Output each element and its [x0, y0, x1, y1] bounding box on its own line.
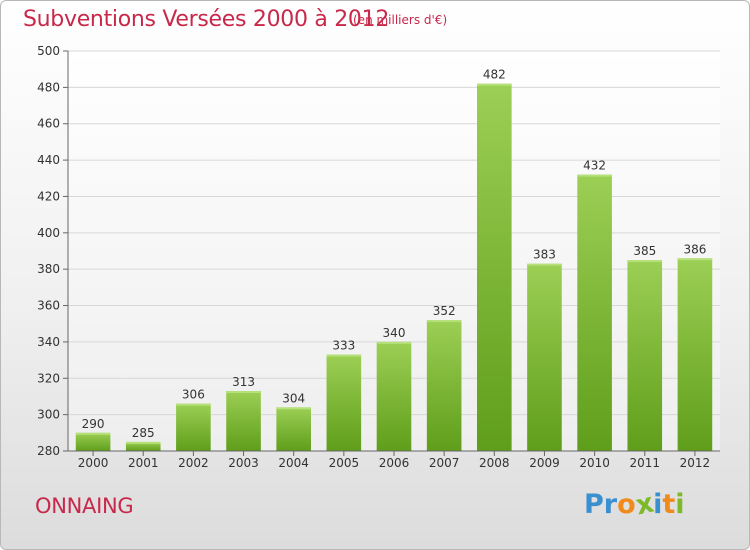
- logo-letter: t: [662, 489, 676, 520]
- logo-letter: o: [617, 489, 636, 520]
- x-tick-label: 2009: [529, 456, 560, 470]
- y-axis: 280 300 320 340 360 380 400 420 440 460 480 500: [37, 44, 69, 458]
- y-tick-label: 360: [37, 299, 60, 313]
- y-tick-label: 460: [37, 117, 60, 131]
- data-label-2009: 383: [533, 248, 556, 262]
- y-tick-label: 300: [37, 408, 60, 422]
- x-tick-label: 2001: [128, 456, 159, 470]
- x-axis: 2000 2001 2002 2003 2004 2005 2006 2007 2008 2009…: [68, 450, 720, 470]
- bar-2012: [677, 258, 713, 451]
- y-tick-label: 320: [37, 371, 60, 385]
- data-label-2000: 290: [82, 417, 105, 431]
- x-tick-label: 2011: [629, 456, 660, 470]
- y-tick-label: 380: [37, 262, 60, 276]
- y-tick-label: 420: [37, 189, 60, 203]
- bar-2011: [627, 260, 663, 451]
- bar-2010: [577, 174, 612, 452]
- bar-2003: [226, 391, 261, 451]
- x-tick-label: 2008: [479, 456, 510, 470]
- x-tick-label: 2003: [228, 456, 259, 470]
- y-tick-label: 400: [37, 226, 60, 240]
- x-tick-label: 2012: [680, 456, 711, 470]
- bar-top-highlight: [176, 403, 211, 406]
- x-tick-label: 2000: [78, 456, 109, 470]
- bar-top-highlight: [276, 407, 311, 410]
- bar-2001: [125, 441, 161, 451]
- y-tick-label: 500: [37, 44, 60, 58]
- bar-2002: [176, 403, 211, 451]
- bar-top-highlight: [426, 320, 462, 323]
- x-tick-label: 2004: [278, 456, 309, 470]
- data-label-2002: 306: [182, 388, 205, 402]
- data-label-2011: 385: [633, 244, 656, 258]
- data-label-2004: 304: [282, 391, 305, 405]
- y-tick-label: 280: [37, 444, 60, 458]
- bar-2000: [75, 432, 111, 451]
- bar-top-highlight: [527, 263, 562, 266]
- bar-top-highlight: [577, 174, 612, 177]
- bar-top-highlight: [477, 83, 512, 86]
- chart-title: Subventions Versées 2000 à 2012: [23, 7, 390, 32]
- data-label-2003: 313: [232, 375, 255, 389]
- bar-2005: [326, 354, 362, 451]
- logo-letter: r: [603, 489, 618, 520]
- data-label-2005: 333: [332, 339, 355, 353]
- data-label-2007: 352: [433, 304, 456, 318]
- x-tick-label: 2010: [579, 456, 610, 470]
- bar-2006: [376, 341, 412, 451]
- bar-top-highlight: [75, 432, 111, 435]
- bar-top-highlight: [677, 258, 713, 261]
- chart-subtitle: (en milliers d'€): [353, 13, 448, 27]
- data-label-2008: 482: [483, 68, 506, 82]
- data-label-2010: 432: [583, 159, 606, 173]
- data-label-2006: 340: [383, 326, 406, 340]
- data-label-2012: 386: [683, 242, 706, 256]
- x-tick-label: 2002: [178, 456, 209, 470]
- bar-2009: [527, 263, 562, 451]
- y-tick-label: 440: [37, 153, 60, 167]
- y-tick-label: 340: [37, 335, 60, 349]
- bar-top-highlight: [226, 391, 261, 393]
- commune-name: ONNAING: [35, 494, 134, 518]
- bar-2007: [426, 320, 462, 451]
- bars: [75, 83, 713, 452]
- bar-top-highlight: [125, 441, 161, 444]
- logo-letter: i: [653, 489, 663, 520]
- x-tick-label: 2007: [429, 456, 460, 470]
- bar-top-highlight: [326, 354, 362, 357]
- logo-letter: i: [675, 489, 685, 520]
- data-labels: 290 285 306 313 304 333 340 352 482 383 432 385 386: [82, 68, 707, 440]
- logo-letter: P: [584, 489, 604, 520]
- bar-top-highlight: [376, 341, 412, 344]
- x-tick-label: 2006: [379, 456, 410, 470]
- proxiti-logo: Proxiti: [584, 488, 685, 522]
- bar-2008: [477, 83, 512, 452]
- data-label-2001: 285: [132, 426, 155, 440]
- y-tick-label: 480: [37, 80, 60, 94]
- bar-top-highlight: [627, 260, 663, 263]
- bar-2004: [276, 407, 311, 451]
- x-tick-label: 2005: [329, 456, 360, 470]
